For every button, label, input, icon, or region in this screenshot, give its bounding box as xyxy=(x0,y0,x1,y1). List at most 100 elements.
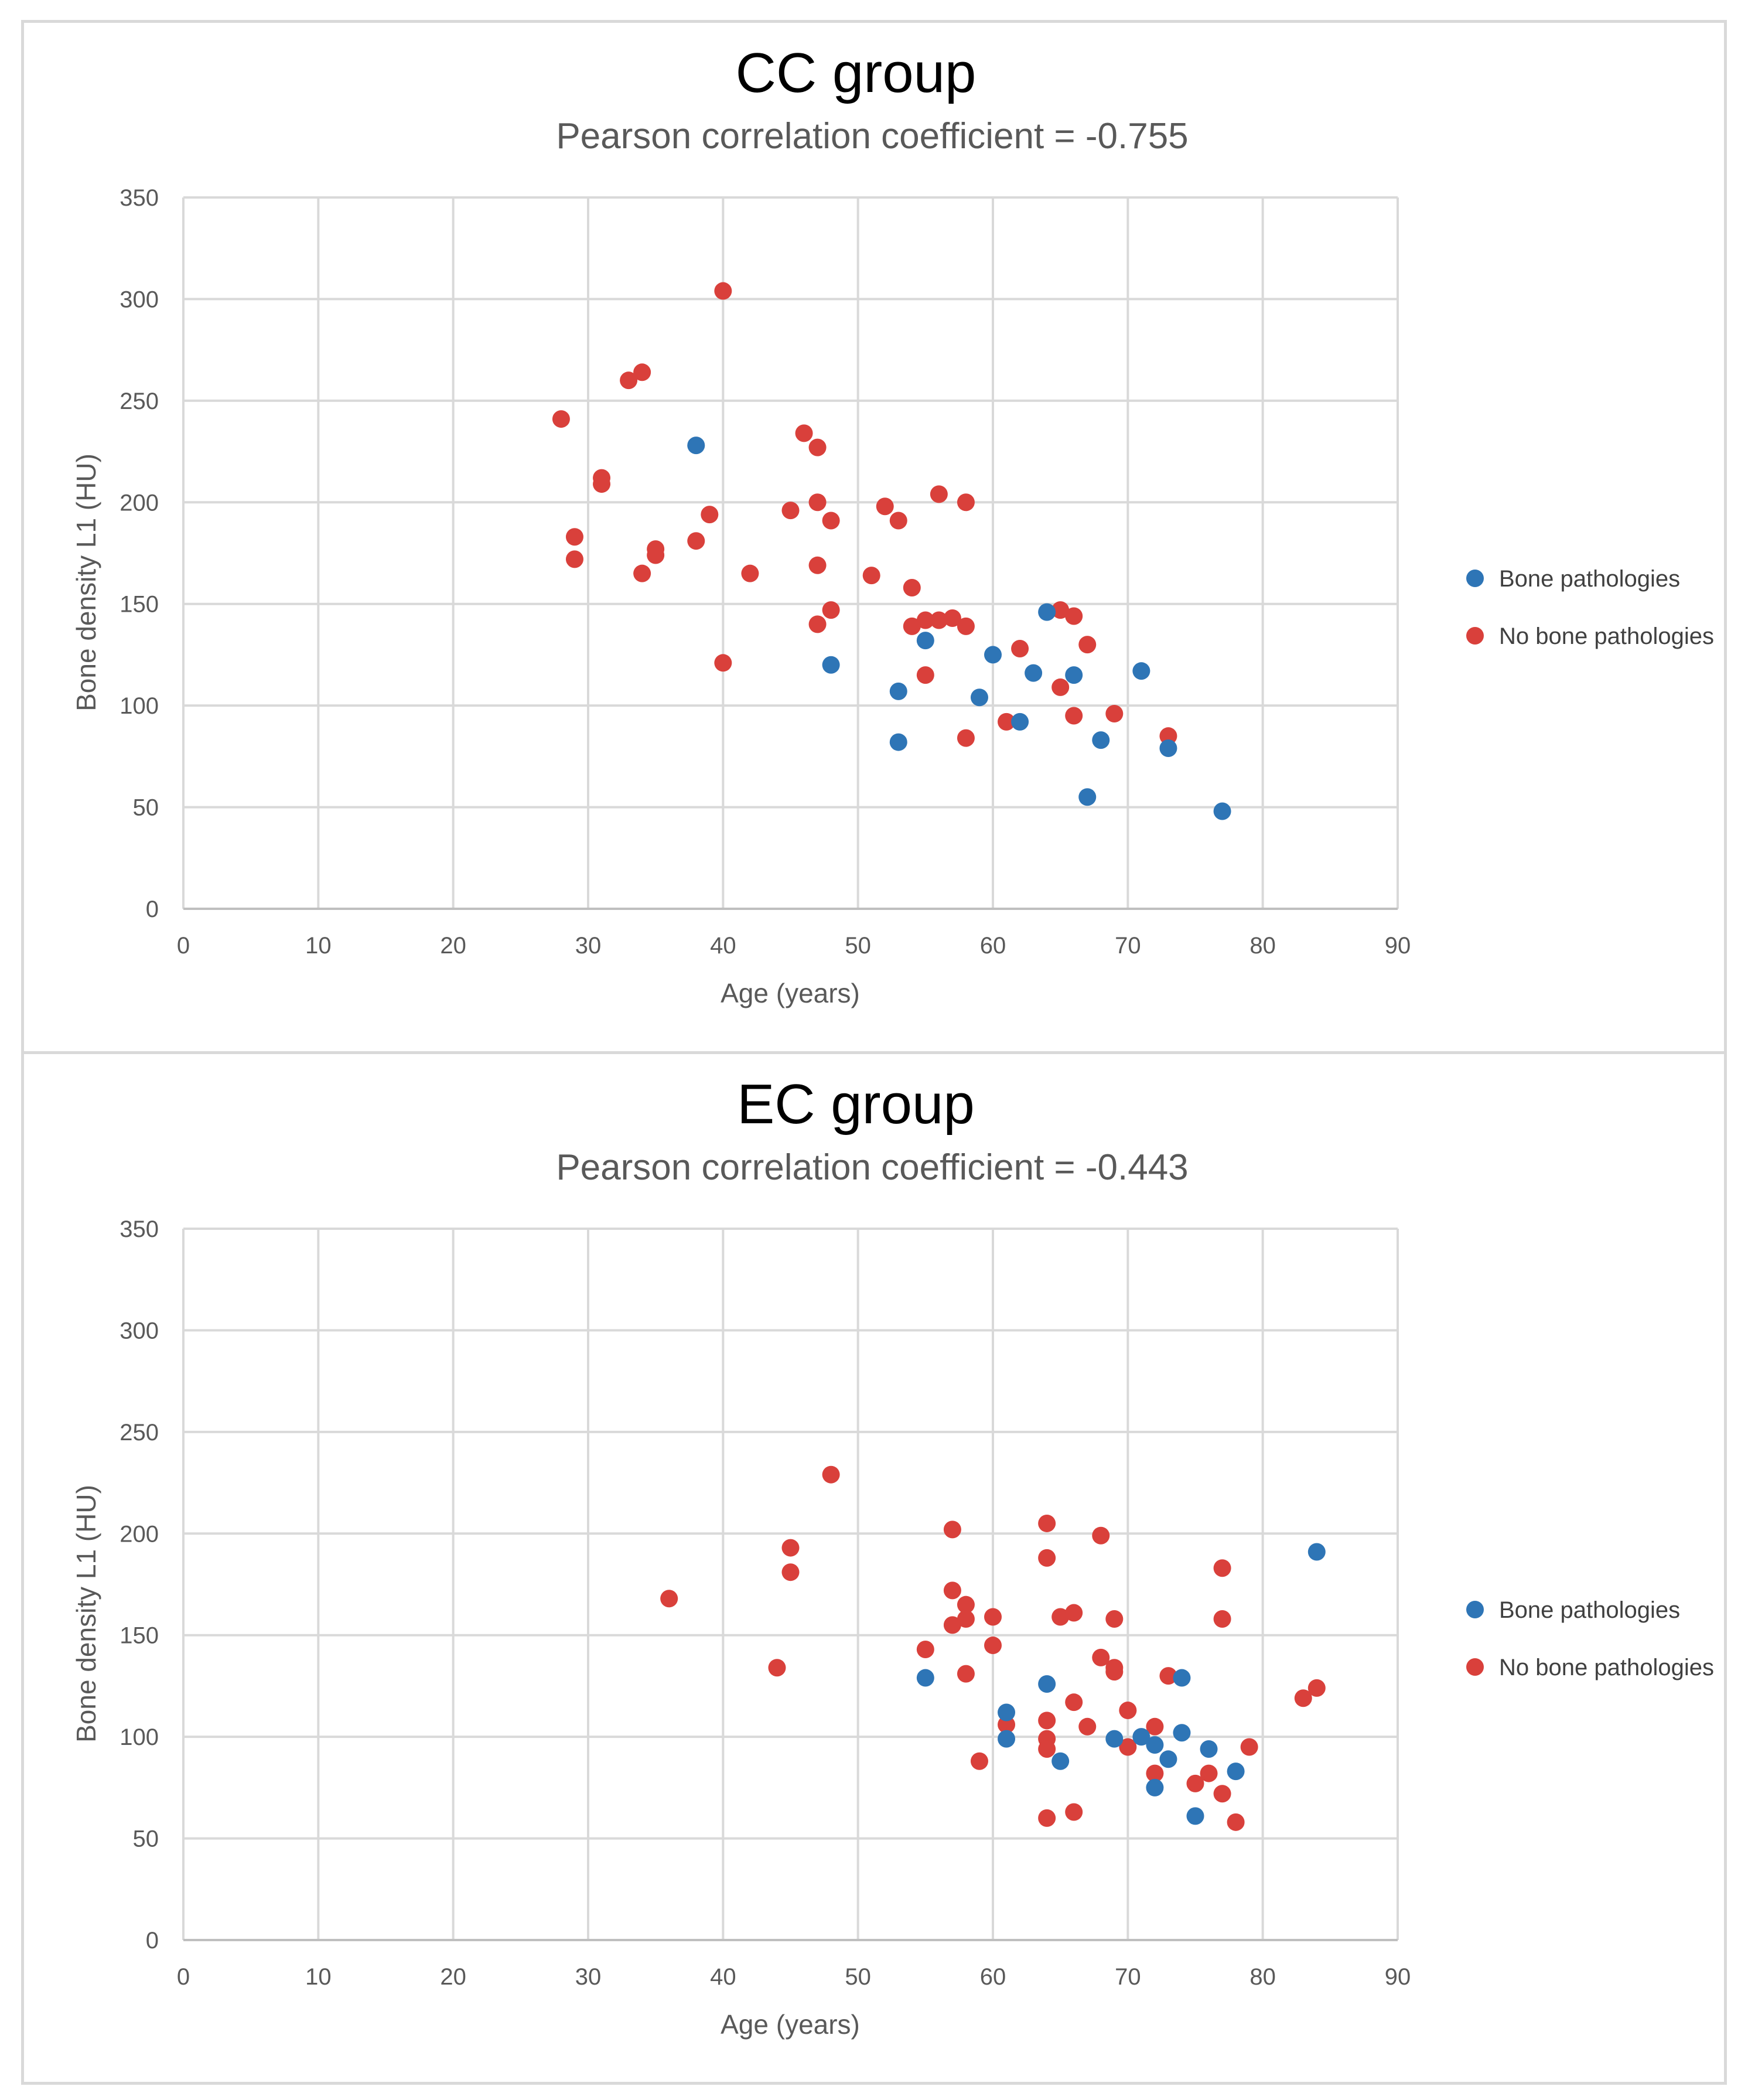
data-point xyxy=(943,609,961,627)
x-tick-label: 70 xyxy=(1115,933,1141,959)
data-point xyxy=(930,611,948,629)
x-tick-label: 20 xyxy=(440,1964,466,1990)
data-point xyxy=(633,363,651,381)
y-axis-label: Bone density L1 (HU) xyxy=(71,454,101,711)
data-point xyxy=(1146,1717,1164,1736)
data-point xyxy=(714,282,732,300)
data-point xyxy=(1105,705,1124,723)
data-point xyxy=(565,550,583,568)
data-point xyxy=(822,512,840,530)
data-point xyxy=(1307,1679,1326,1697)
y-tick-label: 150 xyxy=(120,1623,159,1649)
data-point xyxy=(1065,666,1083,684)
x-tick-label: 40 xyxy=(710,1964,736,1990)
data-point xyxy=(714,654,732,672)
x-tick-label: 80 xyxy=(1249,933,1276,959)
data-point xyxy=(1038,1549,1056,1567)
y-tick-label: 50 xyxy=(133,795,159,821)
data-point xyxy=(1092,1526,1110,1545)
data-point xyxy=(1078,788,1097,806)
data-point xyxy=(943,1581,961,1600)
data-point xyxy=(1200,1764,1218,1782)
y-tick-label: 300 xyxy=(120,287,159,312)
cc-group-panel: CC group Pearson correlation coefficient … xyxy=(21,20,1727,1055)
data-point xyxy=(822,656,840,674)
data-point xyxy=(943,1616,961,1634)
x-tick-label: 90 xyxy=(1385,1964,1411,1990)
x-tick-label: 60 xyxy=(980,1964,1006,1990)
data-point xyxy=(1213,1785,1231,1803)
data-point xyxy=(889,733,907,751)
x-tick-label: 50 xyxy=(845,1964,871,1990)
data-point xyxy=(916,1640,934,1658)
x-tick-label: 80 xyxy=(1249,1964,1276,1990)
x-tick-label: 10 xyxy=(305,1964,332,1990)
data-point xyxy=(1038,1514,1056,1532)
data-point xyxy=(1025,664,1043,682)
data-point xyxy=(1051,678,1070,696)
data-point xyxy=(876,497,894,516)
data-point xyxy=(1119,1702,1137,1720)
data-point xyxy=(1186,1807,1204,1825)
data-point xyxy=(998,1730,1016,1748)
data-point xyxy=(1132,1728,1150,1746)
data-point xyxy=(1105,1663,1124,1681)
y-tick-label: 150 xyxy=(120,592,159,618)
data-point xyxy=(916,1669,934,1687)
data-point xyxy=(1294,1689,1312,1707)
ec-group-panel: EC group Pearson correlation coefficient … xyxy=(21,1051,1727,2085)
y-tick-label: 350 xyxy=(120,185,159,211)
chart-subtitle: Pearson correlation coefficient = -0.755 xyxy=(556,116,1188,156)
data-point xyxy=(970,1752,988,1770)
data-point xyxy=(916,611,934,629)
series-bone-pathologies xyxy=(687,437,1231,820)
y-tick-label: 300 xyxy=(120,1318,159,1344)
legend-marker xyxy=(1466,1658,1484,1676)
data-point xyxy=(1132,662,1150,680)
legend-label: Bone pathologies xyxy=(1499,566,1680,592)
data-point xyxy=(687,532,705,550)
data-point xyxy=(998,1703,1016,1721)
data-point xyxy=(781,502,800,520)
data-point xyxy=(1065,1693,1083,1712)
data-point xyxy=(1051,1608,1070,1626)
data-point xyxy=(633,564,651,582)
data-point xyxy=(1227,1813,1245,1831)
x-axis-label: Age (years) xyxy=(721,978,860,1008)
data-point xyxy=(1092,731,1110,749)
legend-label: No bone pathologies xyxy=(1499,1655,1714,1680)
data-point xyxy=(1105,1730,1124,1748)
data-point xyxy=(916,666,934,684)
x-tick-label: 0 xyxy=(177,1964,190,1990)
y-tick-label: 50 xyxy=(133,1826,159,1852)
y-tick-label: 200 xyxy=(120,1521,159,1547)
legend-label: Bone pathologies xyxy=(1499,1597,1680,1623)
data-point xyxy=(1038,1809,1056,1827)
ec-group-scatter-chart: EC group Pearson correlation coefficient … xyxy=(71,1073,1714,2040)
data-point xyxy=(916,632,934,650)
data-point xyxy=(1038,1675,1056,1693)
data-point xyxy=(957,493,975,512)
x-tick-label: 70 xyxy=(1115,1964,1141,1990)
data-point xyxy=(795,424,813,442)
data-point xyxy=(565,528,583,546)
data-point xyxy=(943,1521,961,1539)
y-axis-label: Bone density L1 (HU) xyxy=(71,1485,101,1743)
legend: Bone pathologies No bone pathologies xyxy=(1466,566,1714,649)
data-point xyxy=(1213,1610,1231,1628)
data-point xyxy=(552,410,570,428)
data-point xyxy=(903,617,921,635)
y-tick-label: 200 xyxy=(120,490,159,516)
data-point xyxy=(1146,1764,1164,1782)
data-point xyxy=(903,578,921,596)
x-tick-label: 60 xyxy=(980,933,1006,959)
data-point xyxy=(957,617,975,635)
y-tick-label: 250 xyxy=(120,1420,159,1446)
chart-title: CC group xyxy=(736,42,977,104)
x-tick-label: 90 xyxy=(1385,933,1411,959)
data-point xyxy=(862,567,880,585)
data-point xyxy=(660,1590,678,1608)
x-tick-label: 50 xyxy=(845,933,871,959)
legend-marker xyxy=(1466,627,1484,645)
